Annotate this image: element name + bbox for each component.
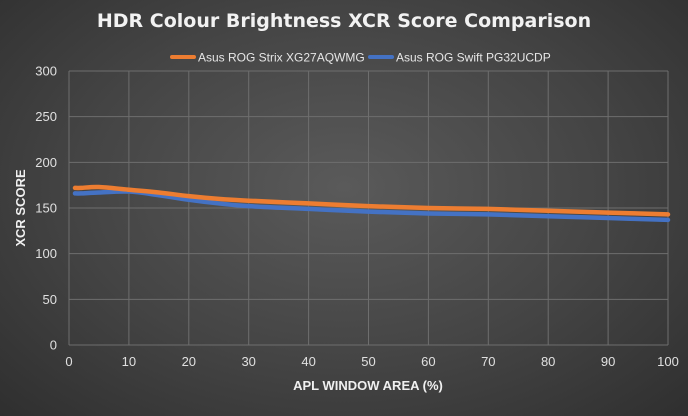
x-tick-label: 0 [65,354,72,369]
legend-item-1: Asus ROG Strix XG27AQWMG [170,51,365,65]
x-tick-label: 20 [182,354,196,369]
legend: Asus ROG Strix XG27AQWMG Asus ROG Swift P… [170,51,551,65]
legend-label: Asus ROG Swift PG32UCDP [396,51,551,65]
y-tick-label: 150 [35,201,57,216]
series-lines [72,184,671,223]
legend-item-2: Asus ROG Swift PG32UCDP [368,51,551,65]
y-tick-label: 300 [35,64,57,79]
x-axis-label: APL WINDOW AREA (%) [293,378,443,393]
x-tick-label: 90 [601,354,615,369]
x-tick-label: 60 [421,354,435,369]
x-tick-label: 30 [241,354,255,369]
y-tick-label: 250 [35,109,57,124]
series-line-1 [72,184,671,217]
x-axis-ticks: 0 10 20 30 40 50 60 70 80 90 100 [65,354,678,369]
x-tick-label: 70 [481,354,495,369]
legend-label: Asus ROG Strix XG27AQWMG [198,51,365,65]
y-axis-label: XCR SCORE [13,169,28,247]
x-tick-label: 40 [301,354,315,369]
y-tick-label: 100 [35,246,57,261]
y-tick-label: 200 [35,155,57,170]
x-tick-label: 50 [361,354,375,369]
y-tick-label: 0 [50,338,57,353]
y-axis-ticks: 0 50 100 150 200 250 300 [35,64,57,353]
x-tick-label: 100 [657,354,679,369]
x-tick-label: 80 [541,354,555,369]
y-tick-label: 50 [43,292,57,307]
chart-title: HDR Colour Brightness XCR Score Comparis… [97,10,591,32]
series-line-2 [72,189,671,223]
x-tick-label: 10 [122,354,136,369]
